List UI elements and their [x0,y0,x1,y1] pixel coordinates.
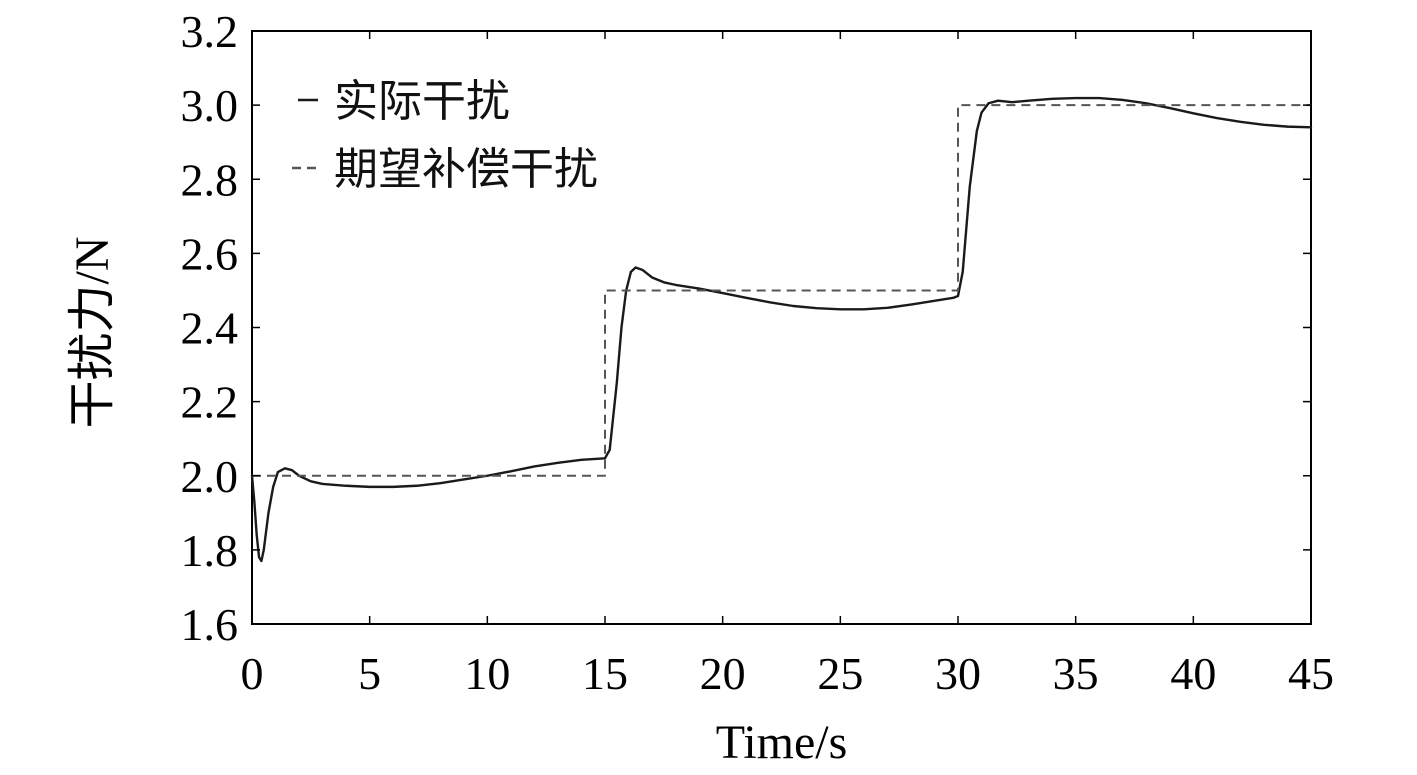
y-tick-label: 1.8 [181,525,239,576]
y-tick-label: 3.0 [181,80,239,131]
y-tick-label: 2.4 [181,303,239,354]
x-tick-label: 40 [1170,648,1216,699]
legend: 实际干扰 期望补偿干扰 [292,76,598,195]
y-tick-label: 2.6 [181,228,239,279]
x-tick-label: 25 [817,648,863,699]
x-tick-label: 30 [935,648,981,699]
y-axis-title: 干扰力/N [66,236,119,428]
ticks-layer: 0 5 10 15 20 25 30 35 40 45 1.6 1.8 2.0 2.2 2.4 2.6 2.8 3… [181,6,1335,699]
y-tick-label: 2.0 [181,451,239,502]
series-layer [250,96,1313,563]
x-tick-label: 0 [241,648,264,699]
x-tick-label: 45 [1288,648,1334,699]
series-line-actual [250,96,1313,563]
y-tick-label: 3.2 [181,6,239,57]
y-tick-label: 2.2 [181,377,239,428]
y-tick-label: 2.8 [181,154,239,205]
x-tick-label: 15 [582,648,628,699]
x-tick-label: 35 [1053,648,1099,699]
legend-label-actual: 实际干扰 [334,76,510,127]
legend-label-expected: 期望补偿干扰 [334,144,598,195]
x-tick-label: 10 [464,648,510,699]
x-axis-title: Time/s [716,716,848,769]
y-tick-label: 1.6 [181,599,239,650]
x-tick-label: 20 [700,648,746,699]
x-tick-label: 5 [358,648,381,699]
